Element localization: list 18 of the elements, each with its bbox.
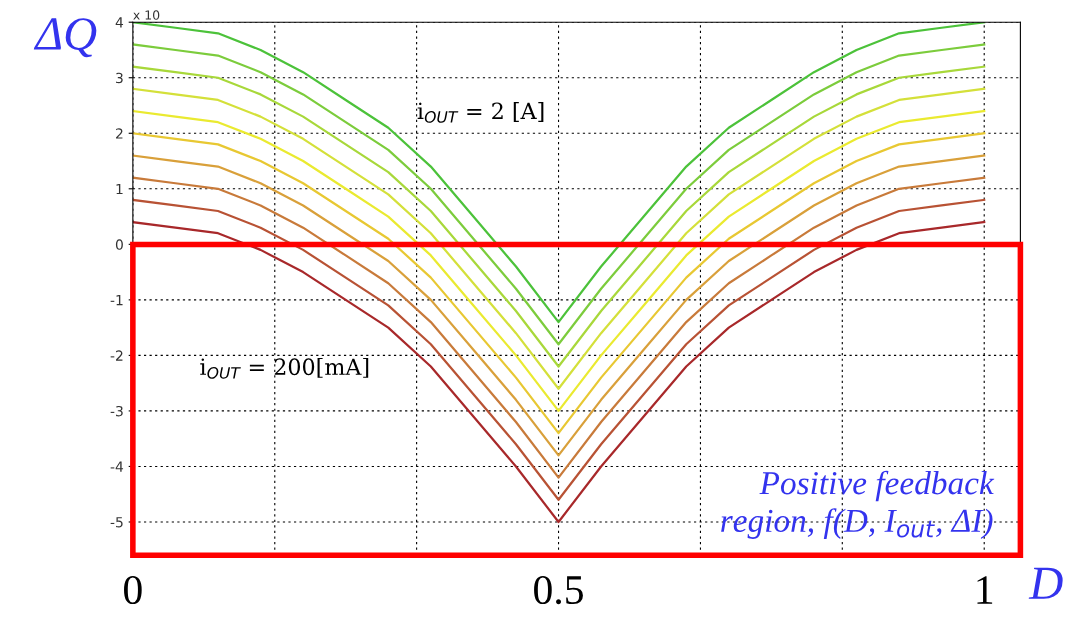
y-tick-label: -4: [110, 461, 124, 472]
y-tick-label: 3: [116, 72, 123, 84]
annotation: Positive feedback region, f(D, I$_{out}$, ΔI): [721, 470, 995, 539]
y-tick-label: -5: [110, 517, 123, 528]
annotation: i$_{OUT}$ = 2 [A]: [417, 102, 544, 123]
y-tick-label: 4: [115, 17, 124, 28]
y-tick-label: 0: [115, 239, 123, 250]
y-axis-title: ΔQ: [33, 18, 97, 58]
y-tick-label: 1: [116, 183, 123, 195]
x-tick-label: 0.5: [534, 575, 583, 605]
x-axis-title: D: [1028, 567, 1063, 599]
y-tick-label: -1: [110, 295, 123, 306]
annotation: i$_{OUT}$ = 200[mA]: [200, 357, 369, 379]
y-tick-label: -2: [110, 350, 123, 361]
x-tick-label: 1: [977, 576, 993, 604]
y-tick-label: -3: [110, 405, 123, 417]
y-tick-label: 2: [116, 128, 123, 139]
text: x 10: [133, 10, 160, 20]
